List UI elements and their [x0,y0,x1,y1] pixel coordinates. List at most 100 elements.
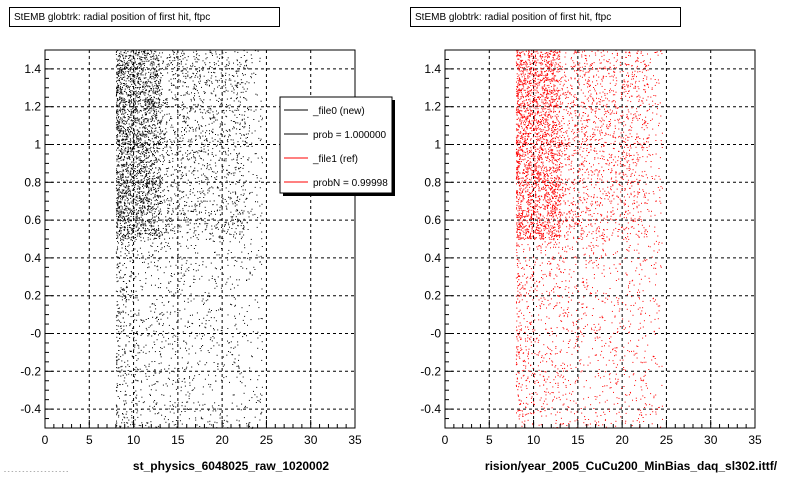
scatter-point [191,322,193,324]
scatter-point [124,202,126,204]
scatter-point [162,325,164,326]
scatter-point [118,358,120,360]
scatter-point [126,93,128,95]
scatter-point [156,114,158,116]
scatter-point [242,189,244,191]
scatter-point [173,412,175,414]
scatter-point [175,351,177,353]
scatter-point [116,160,118,162]
scatter-point [144,69,146,71]
scatter-point [133,141,135,143]
scatter-point [177,280,179,282]
scatter-point [184,411,186,412]
scatter-point [127,77,129,79]
scatter-point [177,133,179,135]
scatter-point [139,103,141,105]
scatter-point [216,119,218,121]
scatter-point [131,212,133,214]
scatter-point [130,274,132,276]
scatter-point [230,234,232,235]
scatter-point [134,83,136,85]
scatter-point [163,69,165,71]
scatter-point [117,64,119,66]
scatter-point [131,382,133,384]
scatter-point [136,297,138,299]
scatter-point [117,158,119,160]
scatter-point [125,170,127,172]
scatter-point [244,140,246,142]
scatter-point [242,267,244,269]
scatter-point [135,50,137,52]
scatter-point [199,78,201,80]
scatter-point [121,130,122,132]
scatter-point [151,119,153,121]
scatter-point [131,102,133,104]
scatter-point [213,90,215,92]
scatter-point [125,220,127,221]
scatter-point [135,226,137,228]
scatter-point [218,112,219,114]
scatter-point [161,341,163,343]
scatter-point [177,241,179,243]
scatter-point [179,115,181,116]
scatter-point [132,155,134,156]
scatter-point [229,226,230,228]
scatter-point [135,176,137,177]
scatter-point [139,368,141,370]
scatter-point [146,136,148,138]
scatter-point [119,277,121,279]
scatter-point [135,199,137,201]
scatter-point [236,260,238,262]
scatter-point [215,310,217,312]
scatter-point [182,210,184,212]
scatter-point [158,171,160,173]
scatter-point [143,171,145,173]
scatter-point [176,144,178,146]
scatter-point [118,71,120,73]
scatter-point [156,106,158,108]
scatter-point [146,166,148,168]
scatter-point [160,184,161,186]
scatter-point [190,109,192,111]
scatter-point [142,201,144,203]
scatter-point [117,87,119,88]
scatter-point [125,215,127,217]
scatter-point [187,74,189,76]
scatter-point [147,239,149,241]
scatter-point [170,82,172,84]
scatter-point [128,99,130,101]
scatter-point [145,258,147,260]
scatter-point [208,279,210,281]
scatter-point [217,363,219,365]
scatter-point [151,335,153,337]
scatter-point [221,248,222,249]
scatter-point [249,193,250,195]
scatter-point [123,348,125,350]
scatter-point [127,127,129,129]
scatter-point [122,93,124,95]
scatter-point [132,356,134,358]
scatter-point [191,141,193,143]
scatter-point [205,327,207,329]
scatter-point [220,205,222,207]
scatter-point [183,191,185,193]
scatter-point [158,158,160,160]
scatter-point [259,140,261,142]
scatter-point [161,302,163,304]
scatter-point [219,237,221,239]
scatter-point [116,168,118,170]
scatter-point [212,407,214,409]
scatter-point [202,102,204,104]
scatter-point [193,223,195,225]
scatter-point [157,135,159,137]
scatter-point [154,344,156,345]
scatter-point [142,205,144,207]
scatter-point [193,377,195,379]
scatter-point [220,143,222,145]
scatter-point [234,121,236,123]
scatter-point [139,59,141,61]
scatter-point [141,208,143,210]
scatter-point [186,219,188,221]
scatter-point [124,67,126,68]
scatter-point [135,121,137,123]
